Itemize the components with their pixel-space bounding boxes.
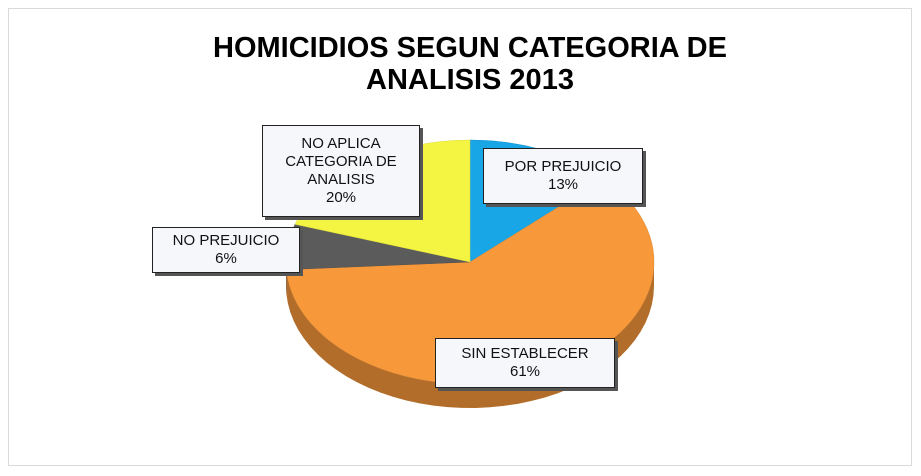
chart-title: HOMICIDIOS SEGUN CATEGORIA DE ANALISIS 2…: [213, 32, 727, 96]
data-label: NO APLICA CATEGORIA DE ANALISIS 20%: [262, 125, 420, 217]
label-category: NO APLICA CATEGORIA DE ANALISIS: [285, 135, 397, 188]
label-value: 61%: [509, 363, 541, 380]
label-value: 20%: [325, 189, 357, 206]
label-value: 6%: [215, 250, 237, 267]
label-category: SIN ESTABLECER: [461, 345, 589, 362]
label-value: 13%: [547, 176, 579, 193]
data-label: POR PREJUICIO 13%: [483, 148, 643, 204]
label-category: POR PREJUICIO: [504, 158, 622, 175]
data-label: NO PREJUICIO 6%: [152, 227, 300, 273]
data-label: SIN ESTABLECER 61%: [435, 338, 615, 388]
label-category: NO PREJUICIO: [172, 232, 280, 249]
chart-frame: [8, 8, 912, 466]
